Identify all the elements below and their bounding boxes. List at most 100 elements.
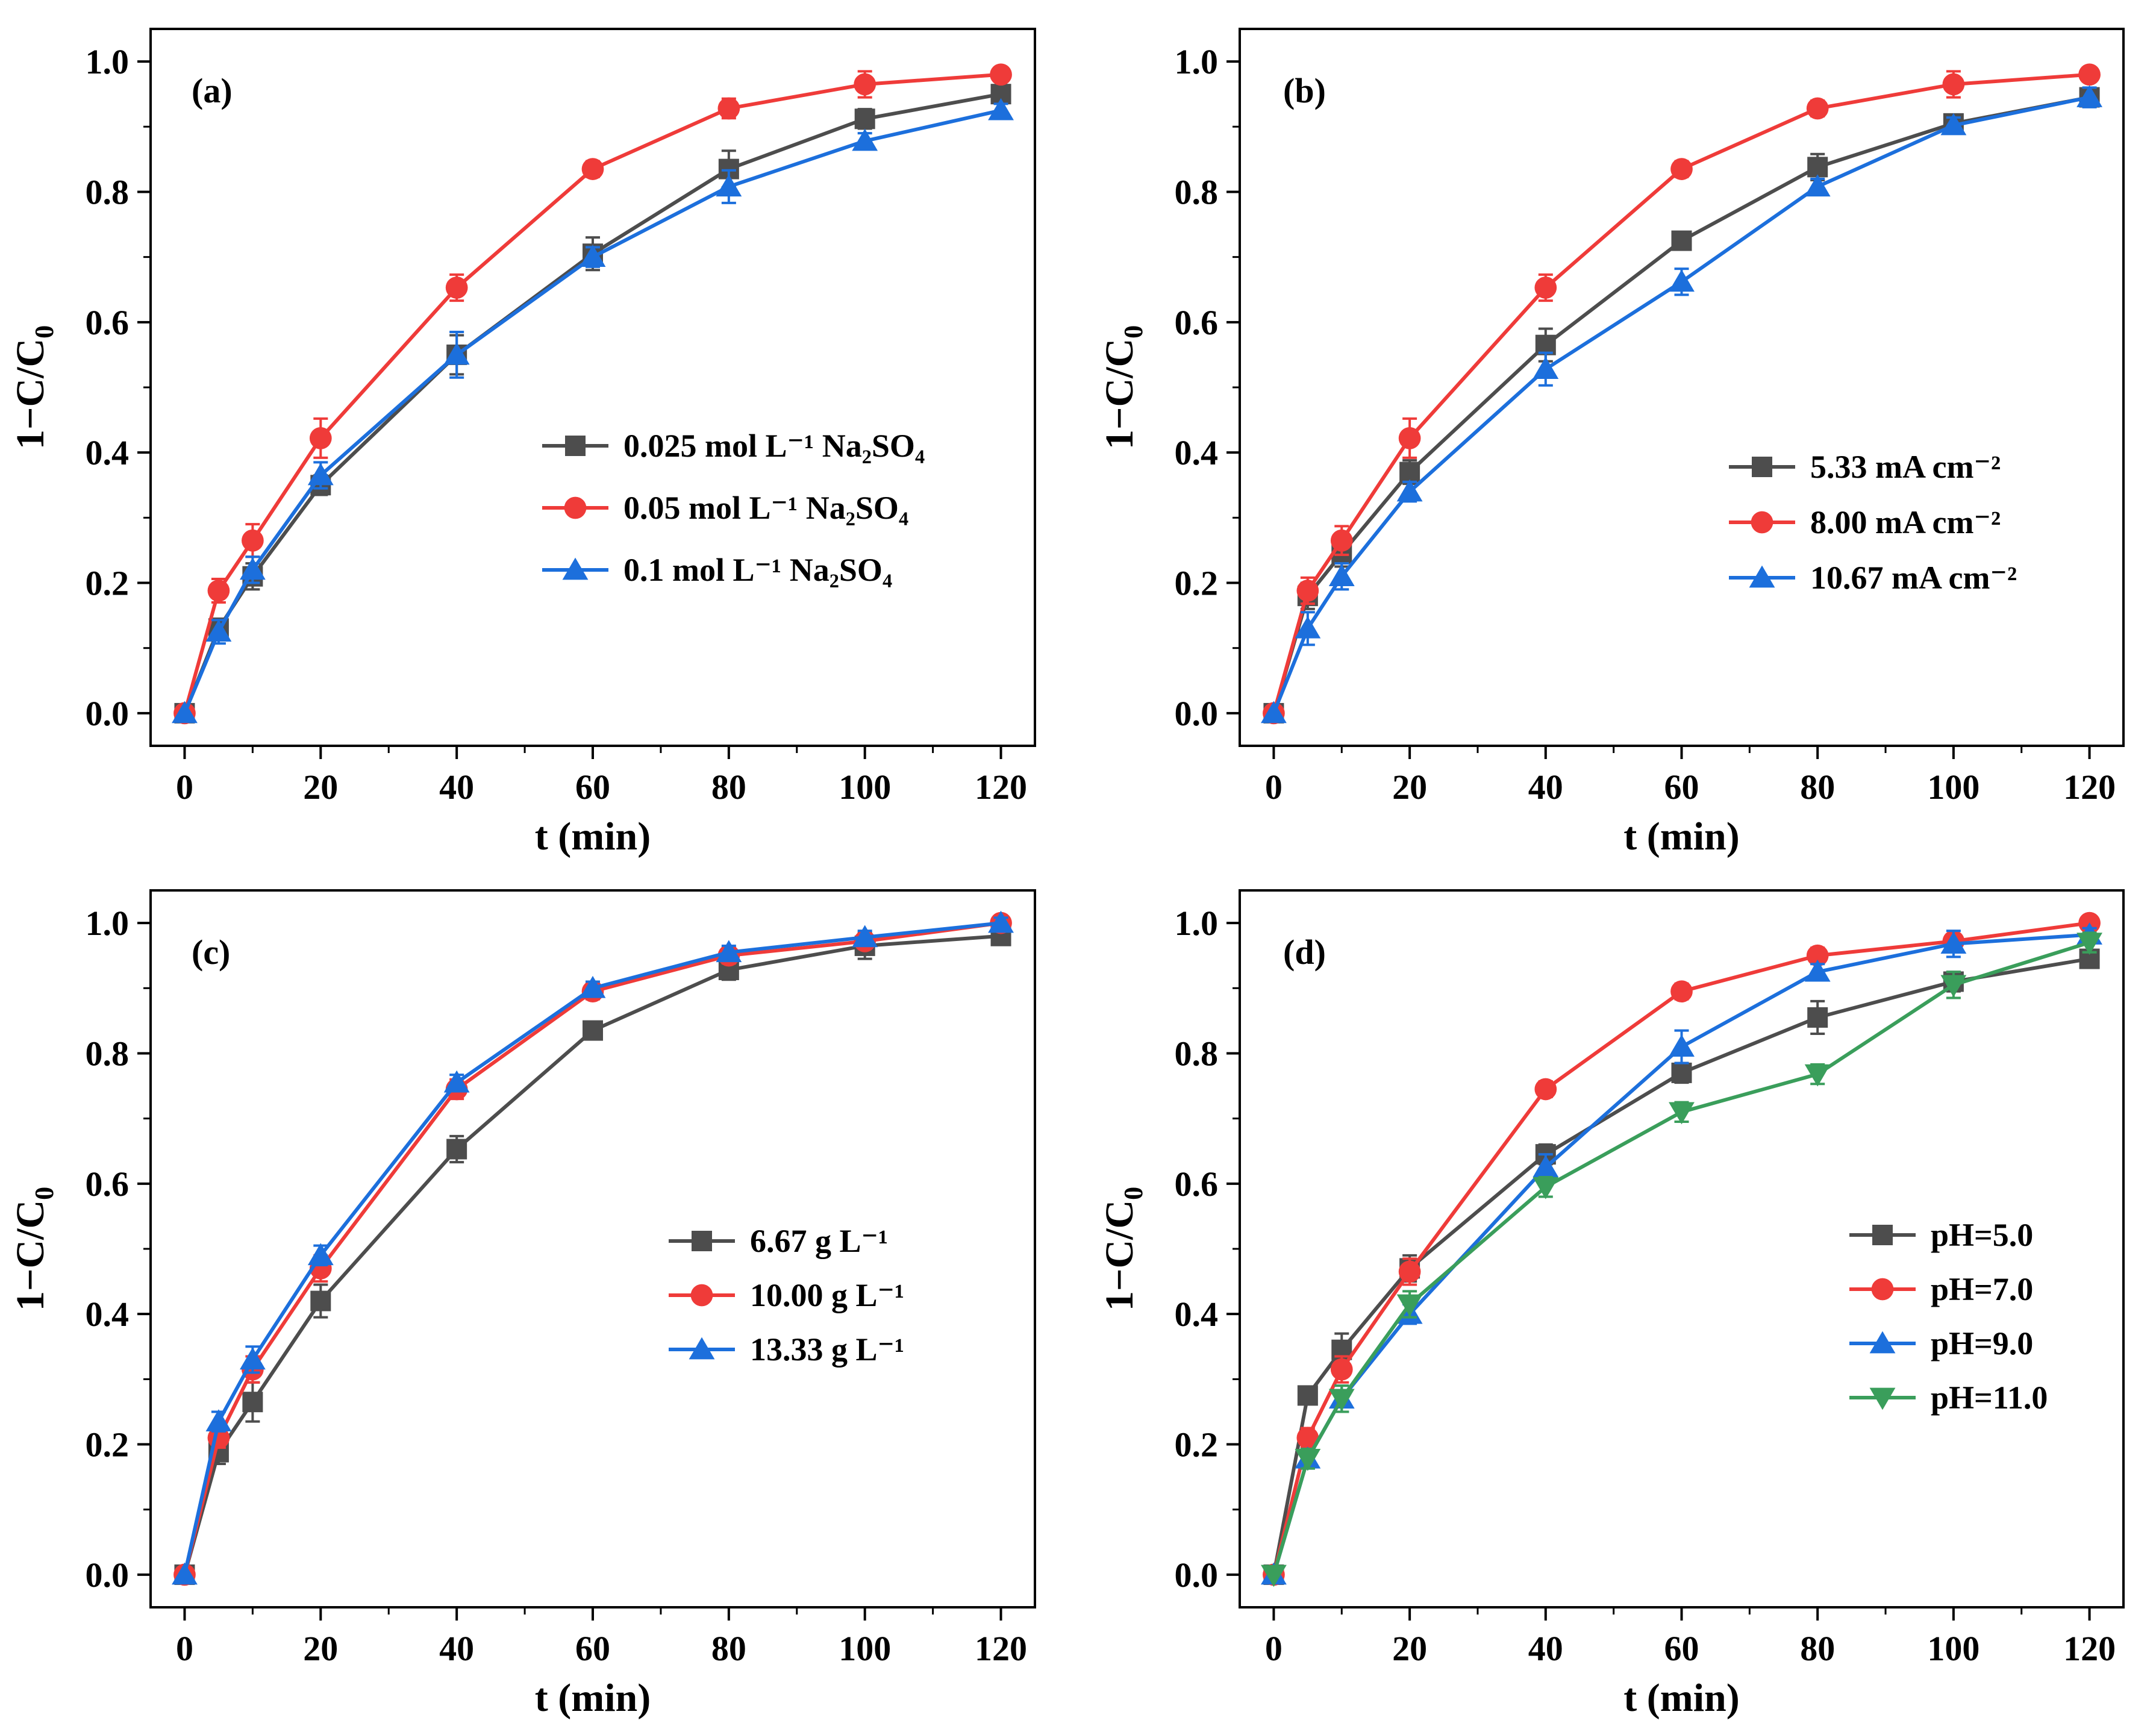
y-tick-label: 1.0 [1175,42,1219,81]
series-line [1272,95,2090,714]
data-point [1534,1078,1557,1101]
data-point [239,1347,266,1370]
legend-label: pH=11.0 [1931,1380,2048,1416]
y-tick-label: 0.0 [86,1555,130,1595]
data-point [1533,357,1559,380]
chart-panel-c: 0 20 40 60 80 100 120 0.0 0.2 0.4 0.6 0.8 1.0 t (min)… [8,889,1036,1720]
data-point [242,529,264,552]
legend: 0.025 mol L⁻¹ Na₂SO₄ 0.05 mol L⁻¹ Na₂SO₄ 0… [542,428,925,588]
legend-label: pH=5.0 [1931,1217,2033,1253]
data-point [172,1562,198,1585]
x-tick-label: 80 [711,767,746,807]
data-point [207,580,230,602]
legend-label: pH=7.0 [1931,1271,2033,1307]
plot-frame [149,28,1036,747]
data-point [443,342,470,365]
legend-marker [1751,511,1773,534]
data-point [307,463,334,486]
x-tick-label: 20 [303,1629,338,1668]
data-point [1807,1007,1828,1028]
data-point [307,1243,334,1266]
chart-panel-a: 0 20 40 60 80 100 120 0.0 0.2 0.4 0.6 0.8 1.0 t (min)… [8,28,1036,858]
series-line [1272,95,2090,714]
data-point [205,619,232,642]
data-point [1804,1064,1831,1087]
legend: 5.33 mA cm⁻² 8.00 mA cm⁻² 10.67 mA cm⁻² [1729,449,2017,596]
data-point [1670,158,1693,180]
x-tick-label: 100 [1927,767,1979,807]
x-tick-label: 20 [303,767,338,807]
data-point [445,277,468,299]
data-point [988,98,1014,120]
legend-marker [1869,1331,1896,1354]
y-tick-label: 0.8 [1175,1034,1219,1073]
data-point [2078,63,2101,86]
legend-label: 0.1 mol L⁻¹ Na₂SO₄ [623,552,892,588]
data-point [854,73,876,96]
data-point [1296,1427,1319,1449]
y-tick-label: 0.0 [86,694,130,733]
data-point [1670,980,1693,1003]
plot-frame [1239,28,2125,747]
x-axis-label: t (min) [1623,814,1739,858]
panel-label: (d) [1283,933,1326,972]
panel-label: (b) [1283,71,1326,110]
x-tick-label: 60 [575,767,610,807]
x-tick-label: 100 [1927,1629,1979,1668]
y-tick-label: 0.4 [1175,433,1219,472]
x-tick-label: 60 [1664,767,1699,807]
x-tick-label: 0 [176,767,193,807]
legend-marker [692,1231,712,1251]
y-tick-label: 0.8 [1175,172,1219,211]
y-axis-label: 1−C/C0 [1098,325,1148,449]
y-tick-label: 0.0 [1175,694,1219,733]
y-axis-label: 1−C/C0 [1098,1187,1148,1311]
data-point [1671,1062,1692,1083]
data-point [1261,1565,1287,1587]
legend-marker [564,496,587,519]
x-tick-label: 100 [839,1629,891,1668]
y-tick-label: 1.0 [86,42,130,81]
legend-label: 8.00 mA cm⁻² [1810,504,2001,540]
series-line [183,108,1002,714]
data-point [1669,1102,1695,1125]
data-point [852,925,878,948]
panel-label: (c) [192,933,230,972]
data-point [443,1070,470,1093]
legend: 6.67 g L⁻¹ 10.00 g L⁻¹ 13.33 g L⁻¹ [669,1223,904,1368]
data-point [239,557,266,580]
panel-label: (a) [192,71,233,110]
y-tick-label: 0.6 [86,303,130,342]
x-tick-label: 20 [1392,1629,1427,1668]
legend-marker [1749,565,1775,588]
data-point [309,427,332,449]
data-point [1806,944,1829,967]
legend-label: 6.67 g L⁻¹ [750,1223,888,1259]
y-axis-label: 1−C/C0 [8,1187,59,1311]
legend-label: 10.00 g L⁻¹ [750,1277,904,1313]
data-point [1296,580,1319,602]
y-tick-label: 0.8 [86,1034,130,1073]
data-point [1806,97,1829,120]
data-point [1399,461,1420,483]
y-tick-label: 0.2 [86,1425,130,1465]
legend-label: 13.33 g L⁻¹ [750,1331,904,1368]
x-tick-label: 40 [439,1629,474,1668]
series-2 [172,910,1014,1585]
x-tick-label: 100 [839,767,891,807]
data-point [2076,85,2102,107]
legend-label: pH=9.0 [1931,1325,2033,1361]
x-tick-label: 120 [975,1629,1027,1668]
x-tick-label: 20 [1392,767,1427,807]
x-tick-label: 80 [1800,767,1835,807]
legend: pH=5.0 pH=7.0 pH=9.0 pH=11.0 [1849,1217,2048,1416]
legend-marker [689,1337,715,1360]
data-point [854,108,875,130]
series-2 [172,98,1014,724]
data-point [1297,1385,1318,1406]
data-point [1398,427,1421,449]
data-point [716,940,742,963]
data-point [1940,975,1967,998]
data-point [1533,1177,1559,1199]
